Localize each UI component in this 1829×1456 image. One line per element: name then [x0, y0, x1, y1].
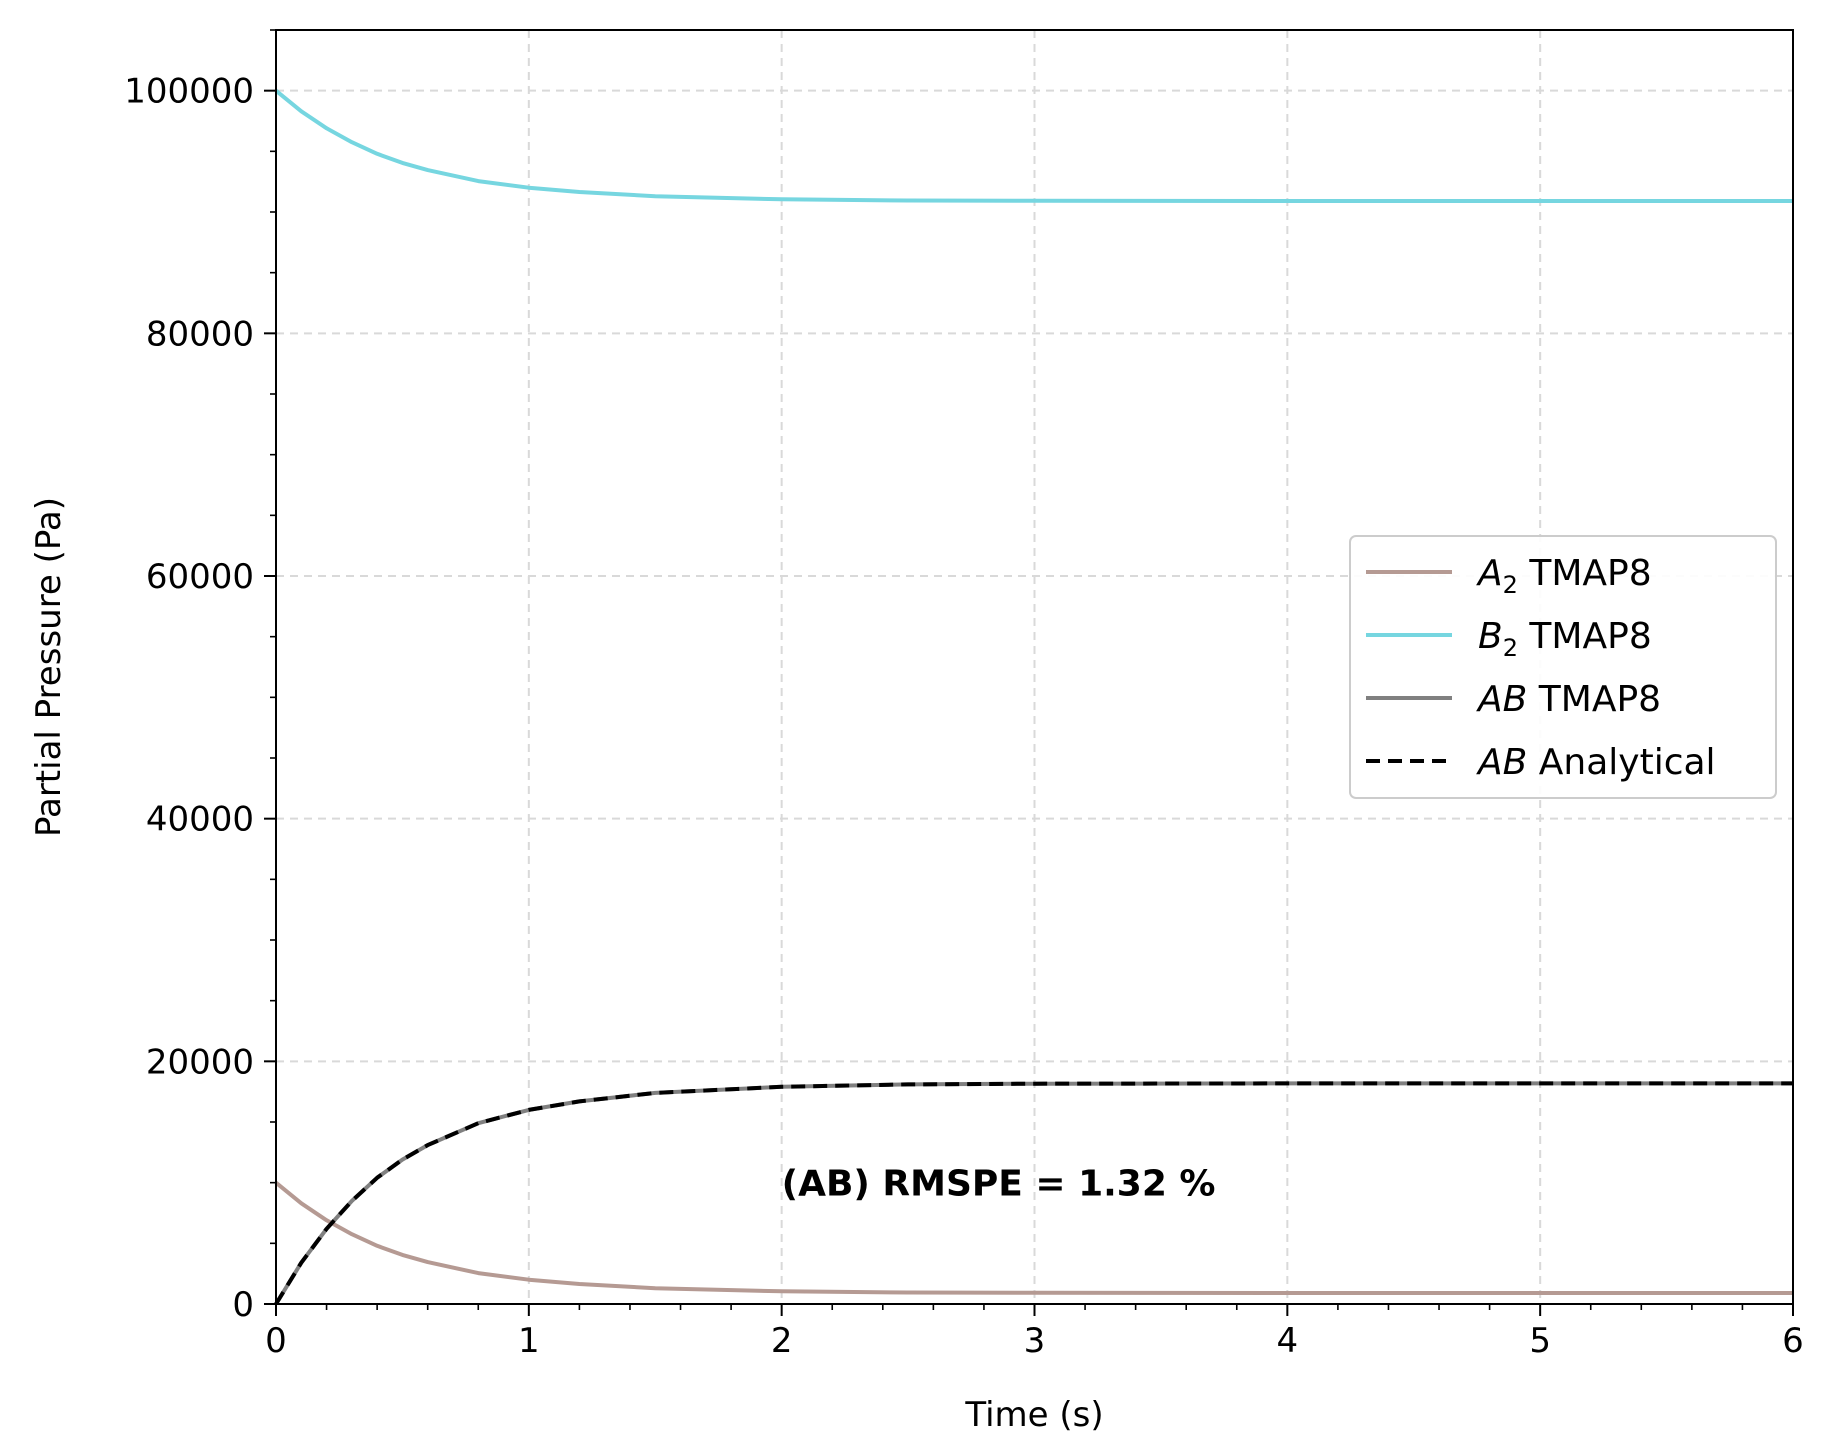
x-tick-label: 6: [1782, 1321, 1804, 1361]
x-tick-label: 1: [518, 1321, 540, 1361]
x-tick-label: 5: [1529, 1321, 1551, 1361]
x-tick-label: 3: [1024, 1321, 1046, 1361]
x-tick-label: 2: [771, 1321, 793, 1361]
series-line-3: [274, 1081, 1793, 1306]
legend: A2 TMAP8 B2 TMAP8 AB TMAP8 AB Analytical: [1349, 535, 1777, 799]
y-tick-label: 40000: [146, 800, 254, 840]
y-tick-label: 60000: [146, 557, 254, 597]
ticks: 0 1 2 3 4 5 6 0 20000 40000 60000 80000 100000: [124, 29, 1804, 1361]
legend-box: [1349, 535, 1777, 799]
legend-label-1: B2 TMAP8: [1478, 616, 1652, 662]
series-line-1: [274, 89, 1793, 203]
legend-label-0: A2 TMAP8: [1476, 553, 1652, 599]
y-tick-label: 80000: [146, 314, 254, 354]
grid: [275, 30, 1794, 1304]
legend-label-2: AB TMAP8: [1476, 679, 1661, 720]
y-tick-label: 100000: [124, 72, 254, 112]
x-tick-label: 4: [1277, 1321, 1299, 1361]
legend-label-3: AB Analytical: [1476, 742, 1716, 783]
x-axis-title: Time (s): [964, 1395, 1103, 1435]
series-layer: [274, 89, 1793, 1306]
y-tick-label: 20000: [146, 1042, 254, 1082]
x-tick-label: 0: [265, 1321, 287, 1361]
annotation-text: (AB) RMSPE = 1.32 %: [782, 1164, 1216, 1205]
series-line-0: [274, 1181, 1793, 1295]
y-axis-title: Partial Pressure (Pa): [29, 497, 69, 837]
y-tick-label: 0: [232, 1285, 254, 1325]
